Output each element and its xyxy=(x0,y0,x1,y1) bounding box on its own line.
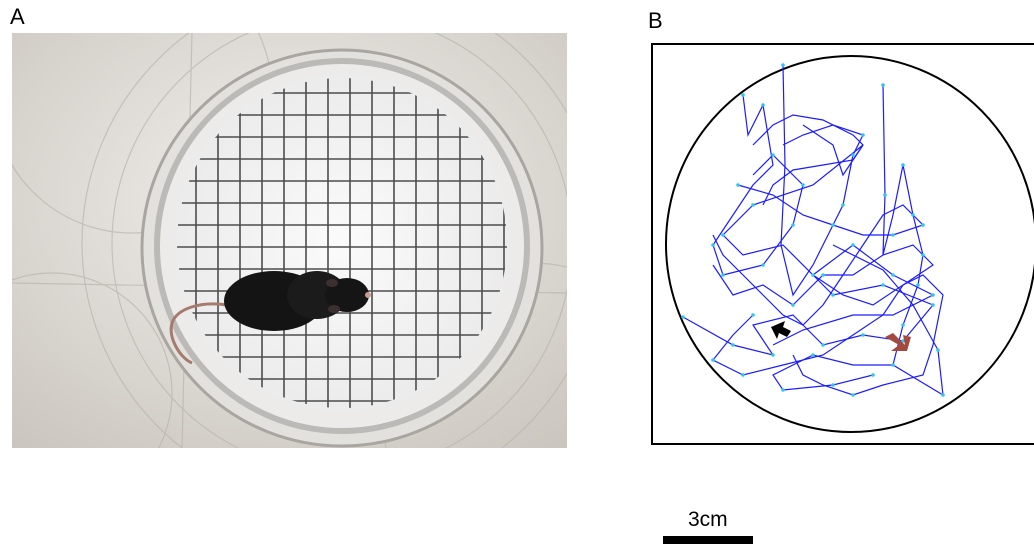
track-points xyxy=(681,63,945,397)
end-arrow-icon xyxy=(885,333,911,351)
arena-outline xyxy=(665,55,1034,433)
panel-label-a: A xyxy=(10,4,25,29)
tracking-plot xyxy=(651,43,1034,445)
scale-bar xyxy=(663,536,753,544)
arena-photo xyxy=(12,33,567,448)
scale-bar-label: 3cm xyxy=(688,508,728,531)
start-arrow-icon xyxy=(771,321,791,339)
panel-label-b: B xyxy=(648,8,663,33)
mouse-figure xyxy=(169,271,371,365)
